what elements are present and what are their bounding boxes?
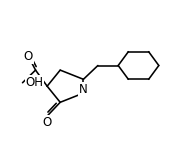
Text: O: O <box>43 116 52 129</box>
Text: O: O <box>24 50 33 63</box>
Text: OH: OH <box>26 76 43 89</box>
Text: N: N <box>79 83 88 96</box>
